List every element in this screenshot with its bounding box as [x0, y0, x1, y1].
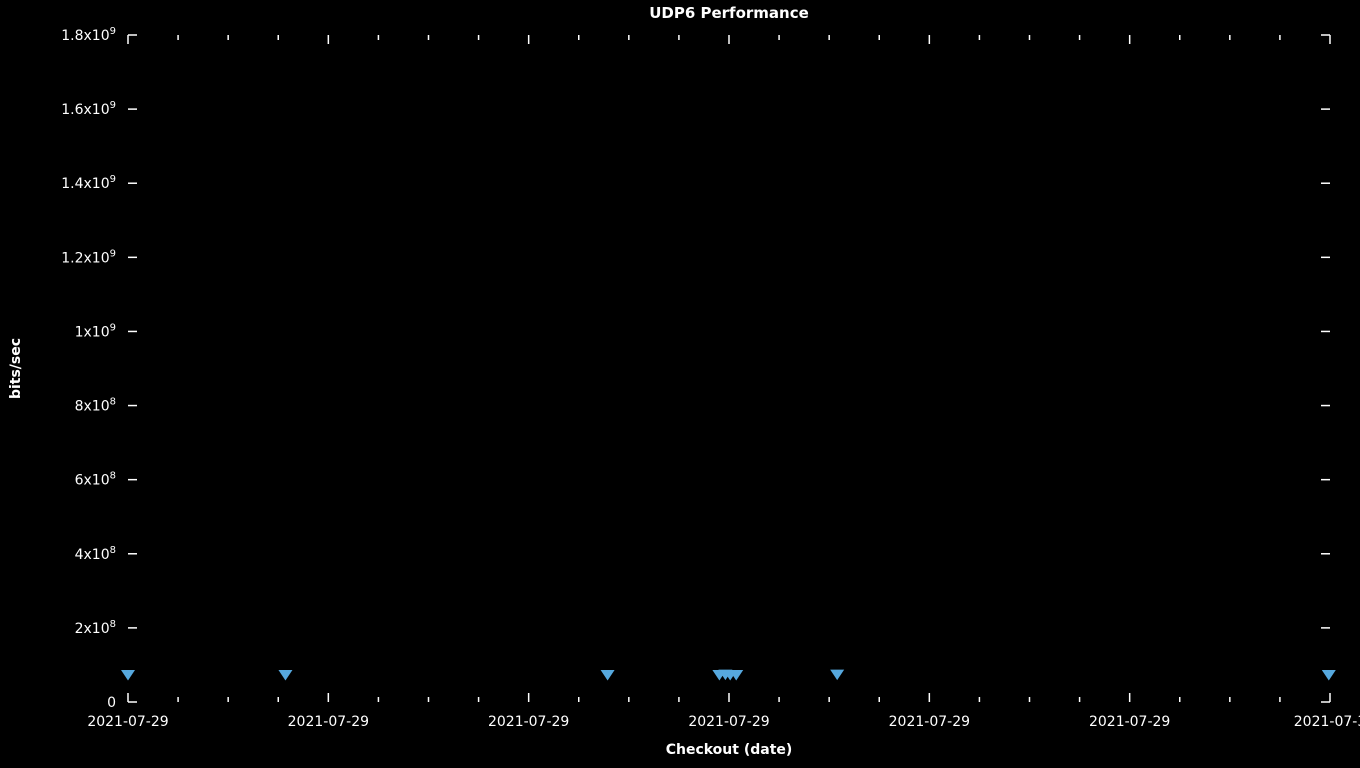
y-tick-label: 1.6x109	[61, 100, 116, 118]
x-tick-label: 2021-07-29	[87, 714, 168, 730]
x-tick-label: 2021-07-29	[1089, 714, 1170, 730]
chart-title: UDP6 Performance	[649, 4, 809, 22]
y-tick-label: 1.2x109	[61, 248, 116, 266]
x-tick-label: 2021-07-29	[688, 714, 769, 730]
x-axis-label: Checkout (date)	[666, 742, 793, 758]
x-tick-label: 2021-07-29	[288, 714, 369, 730]
y-axis-label: bits/sec	[8, 338, 24, 399]
udp6-performance-chart: UDP6 Performance bits/sec Checkout (date) 0…	[0, 0, 1360, 768]
x-tick-label: 2021-07-29	[889, 714, 970, 730]
chart-canvas: UDP6 Performance bits/sec Checkout (date) 0…	[0, 0, 1360, 768]
x-tick-label: 2021-07-3	[1294, 714, 1360, 730]
y-tick-label: 0	[107, 695, 116, 711]
x-tick-label: 2021-07-29	[488, 714, 569, 730]
y-tick-label: 1.4x109	[61, 174, 116, 192]
y-tick-label: 1.8x109	[61, 26, 116, 44]
